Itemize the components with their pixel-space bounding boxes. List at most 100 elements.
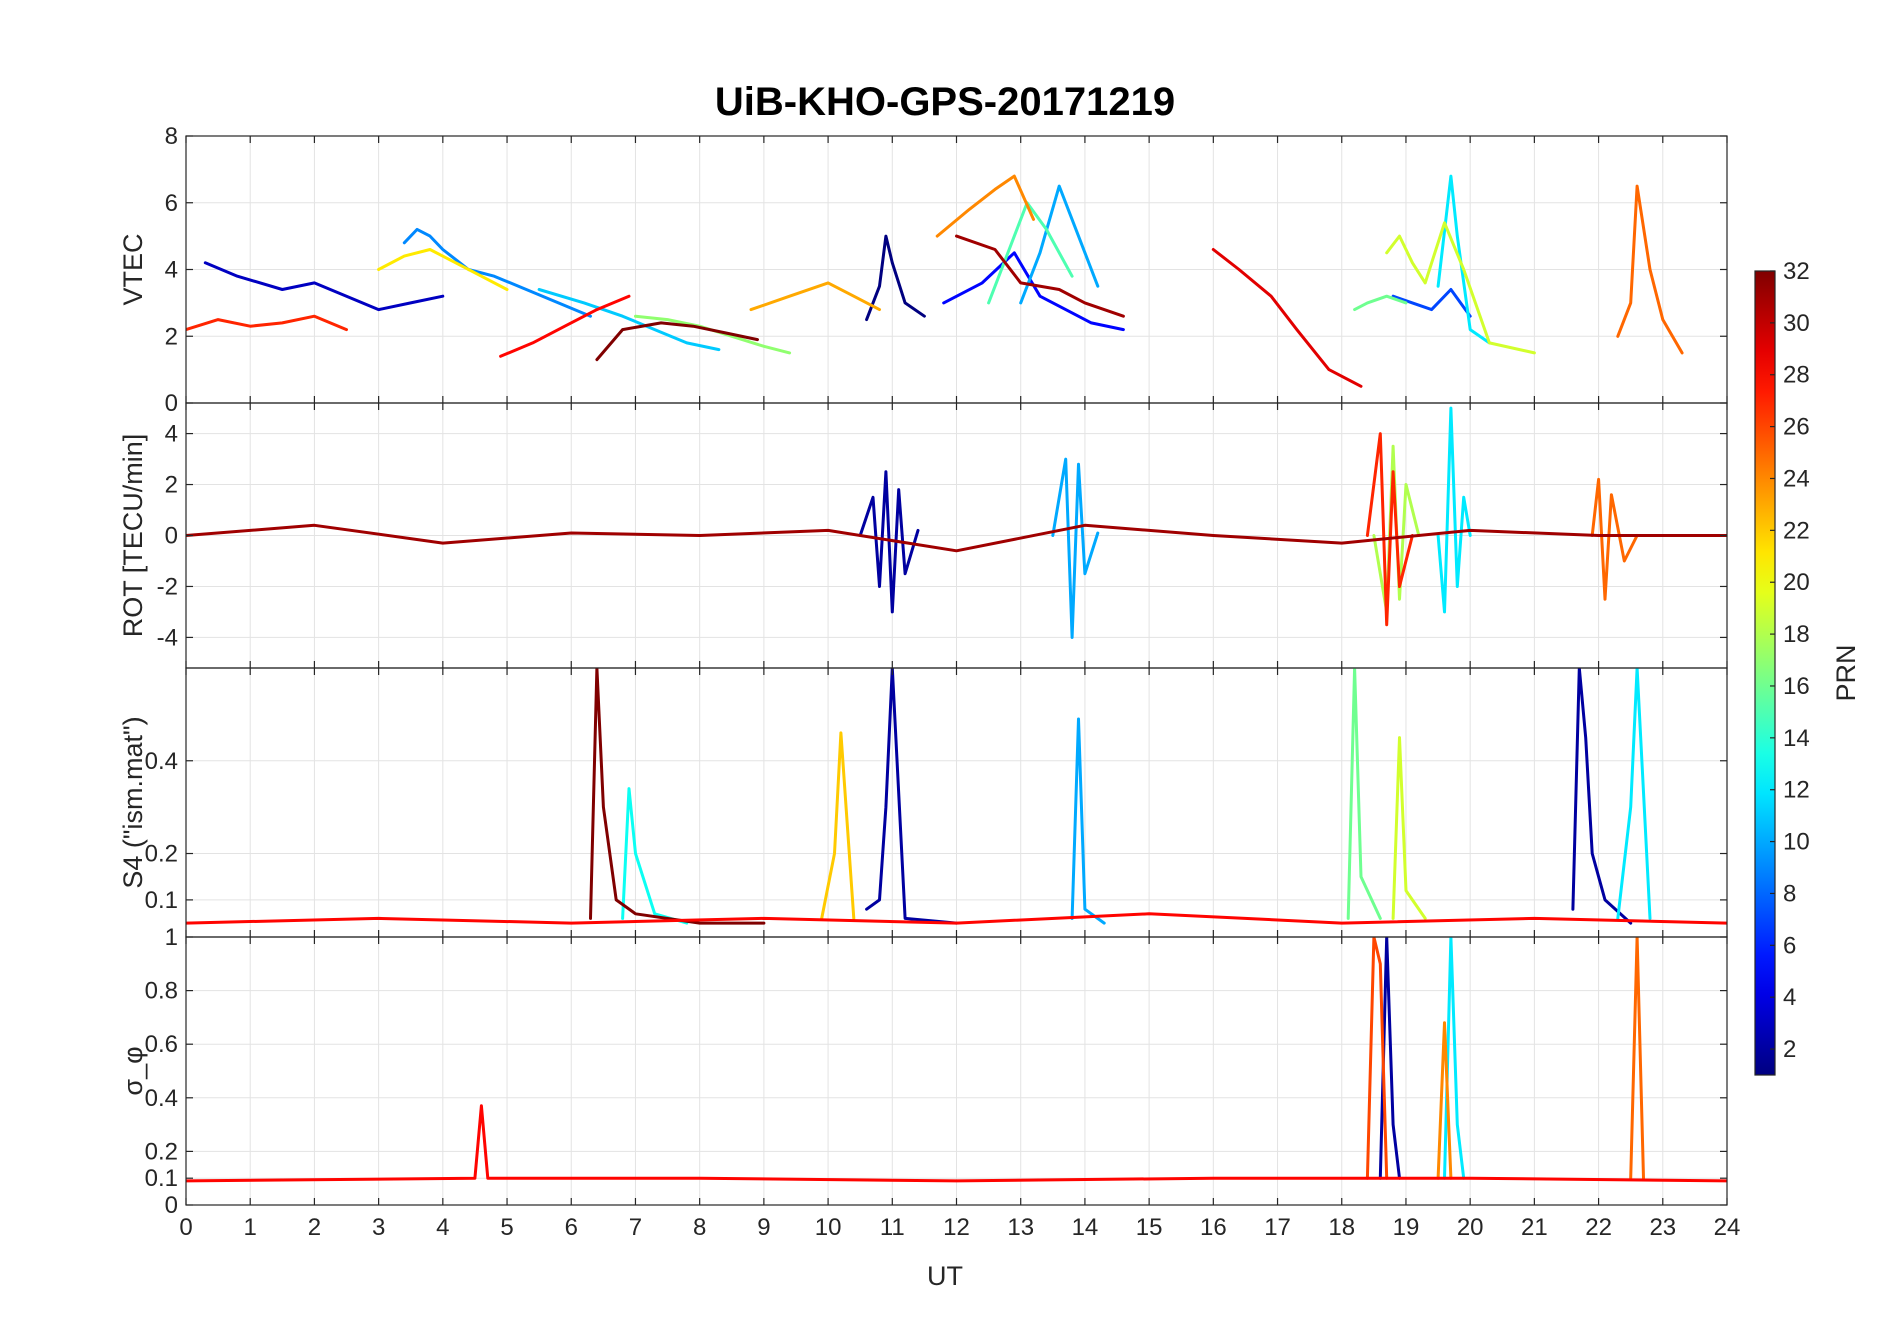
y-tick-label: 8	[165, 123, 178, 150]
series-prn-25	[1629, 937, 1645, 1180]
x-tick-label: 14	[1072, 1214, 1099, 1241]
x-tick-label: 13	[1007, 1214, 1034, 1241]
y-tick-label: 2	[165, 472, 178, 499]
x-tick-label: 11	[880, 1214, 905, 1241]
series-group	[186, 668, 1727, 925]
y-tick-label: 0.8	[145, 978, 178, 1005]
series-prn-5	[942, 251, 1125, 332]
series-prn-27	[1365, 432, 1414, 627]
y-tick-label: 0.4	[145, 748, 178, 775]
series-prn-9	[402, 227, 592, 318]
x-tick-label: 5	[500, 1214, 513, 1241]
series-prn-22	[820, 731, 856, 920]
x-tick-label: 3	[372, 1214, 385, 1241]
panel-vtec: 0 2 4 6 8 VTEC	[118, 123, 1728, 417]
series-prn-2	[858, 470, 920, 614]
series-prn-3	[203, 261, 445, 312]
y-axis-label: VTEC	[118, 233, 148, 305]
series-prn-29	[1211, 248, 1363, 388]
y-tick-label: 2	[165, 323, 178, 350]
y-tick-label: 0.1	[145, 887, 178, 914]
series-prn-7	[1391, 288, 1472, 318]
series-prn-12	[1443, 937, 1466, 1180]
series-prn-10	[1019, 184, 1100, 305]
colorbar-tick-label: 28	[1783, 362, 1810, 389]
y-tick-label: 0.6	[145, 1031, 178, 1058]
y-axis-label: σ_φ	[118, 1046, 148, 1095]
x-tick-label: 16	[1200, 1214, 1227, 1241]
series-prn-12	[1436, 406, 1472, 614]
colorbar-tick-label: 30	[1783, 310, 1810, 337]
x-tick-label: 21	[1521, 1214, 1548, 1241]
x-tick-label: 19	[1393, 1214, 1420, 1241]
series-prn-19	[1391, 736, 1427, 920]
colorbar-tick-label: 8	[1783, 880, 1796, 907]
x-tick-label: 8	[693, 1214, 706, 1241]
x-tick-label: 1	[244, 1214, 257, 1241]
x-tick-label: 6	[565, 1214, 578, 1241]
series-prn-10	[1051, 457, 1100, 639]
y-tick-label: 0	[165, 390, 178, 417]
y-tick-label: 0.2	[145, 1138, 178, 1165]
x-tick-label: 23	[1649, 1214, 1676, 1241]
colorbar-tick-label: 10	[1783, 829, 1810, 856]
colorbar-gradient	[1754, 270, 1776, 1076]
series-prn-11	[537, 288, 721, 352]
y-axis-label: S4 ("ism.mat")	[118, 716, 148, 888]
x-tick-label: 22	[1585, 1214, 1612, 1241]
series-prn-12	[1616, 668, 1652, 920]
series-prn-16	[1346, 668, 1382, 920]
series-prn-26	[1365, 937, 1389, 1180]
colorbar-tick-label: 2	[1783, 1036, 1796, 1063]
series-prn-28	[186, 1104, 1727, 1183]
colorbar-tick-label: 16	[1783, 673, 1810, 700]
series-prn-24	[935, 174, 1035, 238]
panel-s4: 0.1 0.2 0.4S4 ("ism.mat")	[118, 667, 1728, 938]
colorbar-tick-label: 12	[1783, 777, 1810, 804]
panel-sigma-phi: 00.10.2 0.4 0.6 0.8 1 σ_φ	[118, 924, 1728, 1219]
panel-rot: -4 -2 0 2 4 ROT [TECU/min]	[118, 402, 1728, 669]
series-prn-32	[589, 668, 766, 925]
x-tick-label: 10	[815, 1214, 842, 1241]
x-tick-label: 0	[179, 1214, 192, 1241]
x-tick-label: 18	[1328, 1214, 1355, 1241]
y-tick-label: 0.2	[145, 841, 178, 868]
series-prn-12	[1436, 174, 1491, 345]
x-tick-label: 9	[757, 1214, 770, 1241]
x-tick-label: 15	[1136, 1214, 1163, 1241]
series-prn-28	[186, 912, 1727, 925]
x-tick-label: 4	[436, 1214, 449, 1241]
y-tick-label: 0.4	[145, 1085, 178, 1112]
y-tick-label: 1	[165, 924, 178, 951]
x-axis-label: UT	[927, 1261, 963, 1291]
y-tick-label: -2	[157, 573, 178, 600]
y-tick-label: 4	[165, 257, 178, 284]
x-tick-label: 7	[629, 1214, 642, 1241]
y-tick-label: 0	[165, 1192, 178, 1219]
colorbar-tick-label: 24	[1783, 465, 1810, 492]
series-prn-2	[865, 668, 958, 925]
y-tick-label: 6	[165, 190, 178, 217]
colorbar-tick-label: 18	[1783, 621, 1810, 648]
colorbar-tick-label: 22	[1783, 517, 1810, 544]
series-prn-27	[186, 314, 348, 332]
series-prn-31	[955, 234, 1125, 318]
colorbar-tick-label: 14	[1783, 725, 1810, 752]
x-tick-label: 20	[1457, 1214, 1484, 1241]
colorbar-tick-label: 20	[1783, 569, 1810, 596]
series-prn-10	[1070, 717, 1106, 925]
y-tick-label: 0.1	[145, 1165, 178, 1192]
series-prn-28	[499, 294, 631, 358]
colorbar-tick-label: 32	[1783, 258, 1810, 285]
x-tick-label: 12	[943, 1214, 970, 1241]
series-prn-16	[1353, 294, 1408, 312]
y-tick-label: -4	[157, 624, 178, 651]
series-prn-19	[1385, 221, 1536, 355]
series-prn-25	[1590, 477, 1639, 601]
series-prn-2	[1571, 668, 1633, 925]
chart-title: UiB-KHO-GPS-20171219	[715, 80, 1175, 124]
y-tick-label: 0	[165, 523, 178, 550]
